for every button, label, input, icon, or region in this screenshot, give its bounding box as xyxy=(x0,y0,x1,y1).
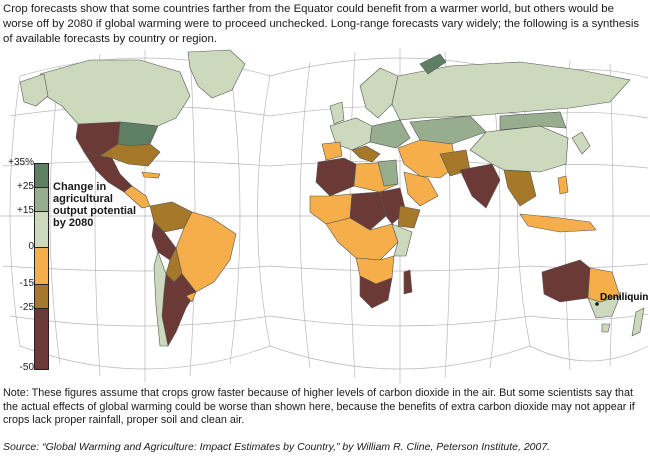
note-text: Note: These figures assume that crops gr… xyxy=(3,387,635,426)
asia xyxy=(391,53,631,233)
legend-band-3 xyxy=(34,247,49,286)
russia xyxy=(391,61,631,121)
italy-greece xyxy=(351,145,381,163)
mongolia xyxy=(499,111,567,131)
uruguay xyxy=(185,291,197,303)
australia-southeast xyxy=(587,295,621,319)
legend-band-1 xyxy=(34,187,49,214)
europe xyxy=(321,67,411,163)
africa xyxy=(309,157,421,309)
alaska xyxy=(19,73,49,107)
australia-west xyxy=(541,259,591,303)
china xyxy=(469,125,569,173)
legend-tick-0: +35% xyxy=(8,157,34,168)
cuba xyxy=(141,171,161,179)
southeast-asia xyxy=(503,169,537,207)
legend-tick-6: -50 xyxy=(19,362,34,373)
sahel-central xyxy=(349,191,387,231)
chile xyxy=(153,251,169,347)
novaya-zemlya xyxy=(419,53,447,75)
world-map: Deniliquin xyxy=(0,49,650,383)
korea-japan xyxy=(571,131,591,155)
scandinavia xyxy=(359,67,399,119)
legend-band-2 xyxy=(34,211,49,250)
australia xyxy=(541,259,645,337)
intro-text: Crop forecasts show that some countries … xyxy=(3,3,640,45)
southern-africa-b xyxy=(359,275,393,309)
usa-central xyxy=(117,121,159,147)
canada xyxy=(39,59,191,127)
india xyxy=(459,163,501,209)
source-text: Source: “Global Warming and Agriculture:… xyxy=(3,441,551,453)
kazakhstan xyxy=(409,115,487,145)
philippines xyxy=(557,175,569,195)
uk xyxy=(329,101,345,125)
eastern-europe xyxy=(369,119,411,149)
ethiopia xyxy=(397,205,421,229)
egypt xyxy=(377,159,399,187)
arabia xyxy=(403,171,439,207)
central-america xyxy=(123,185,151,209)
legend-band-5 xyxy=(34,307,49,370)
tasmania xyxy=(601,323,611,333)
legend-tick-4: -15 xyxy=(19,277,34,289)
legend-tick-5: -25 xyxy=(19,301,34,313)
madagascar xyxy=(403,269,413,295)
new-zealand xyxy=(631,307,645,337)
legend-tick-3: 0 xyxy=(28,241,34,253)
deniliquin-label: Deniliquin xyxy=(600,292,648,303)
indonesia xyxy=(519,213,597,233)
east-africa xyxy=(391,223,413,257)
legend-tick-1: +25 xyxy=(17,181,34,193)
south-america xyxy=(149,201,237,347)
greenland xyxy=(187,49,246,99)
legend-band-0 xyxy=(34,163,49,190)
legend-tick-2: +15 xyxy=(17,205,34,217)
legend-title: Change in agricultural output potential … xyxy=(53,181,137,229)
legend-band-4 xyxy=(34,283,49,310)
legend: Change in agricultural output potential … xyxy=(0,158,140,373)
deniliquin-marker xyxy=(595,302,599,306)
north-america xyxy=(19,49,246,209)
iberia xyxy=(321,141,343,161)
